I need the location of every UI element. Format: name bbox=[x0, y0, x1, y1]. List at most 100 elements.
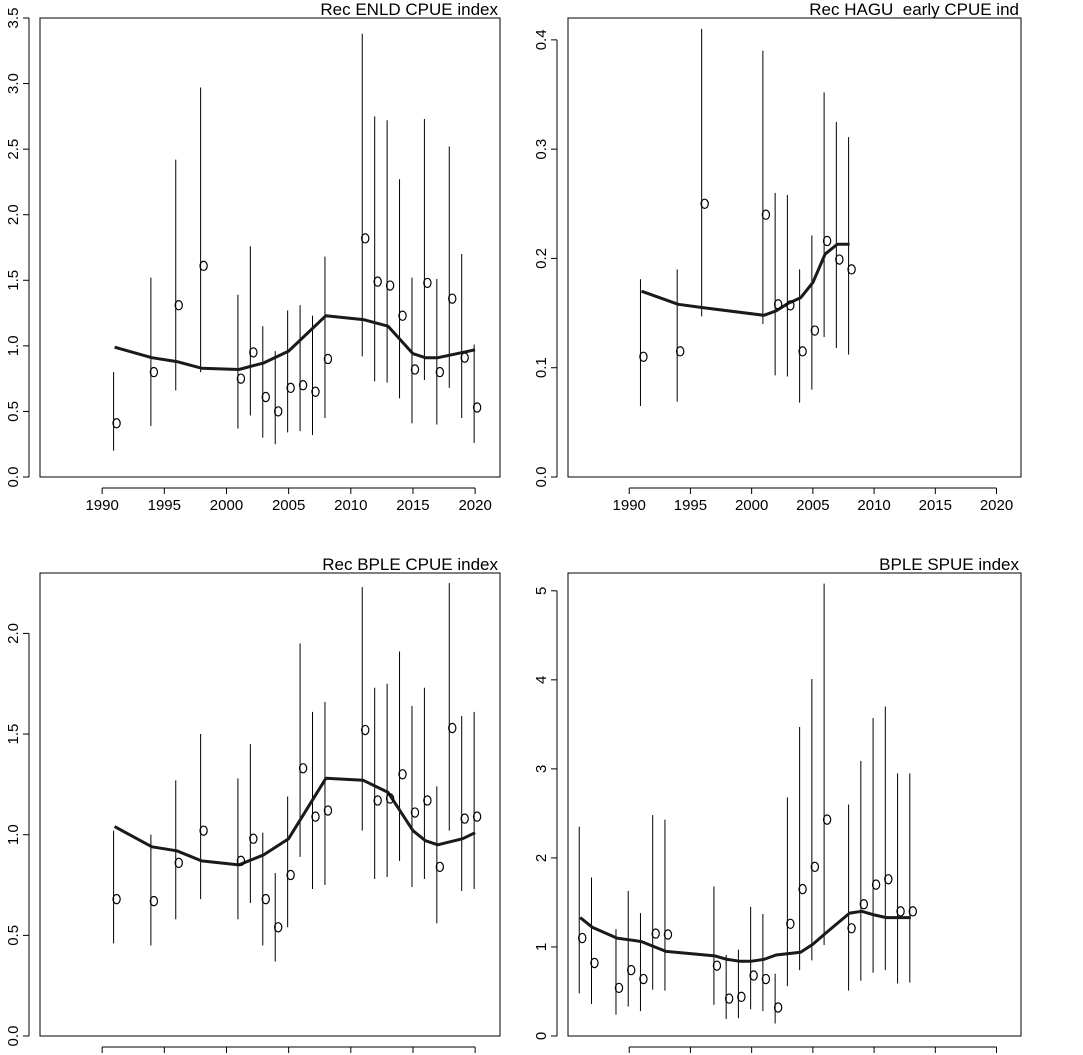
observed-point bbox=[786, 300, 795, 311]
observed-point bbox=[174, 857, 183, 869]
observed-point bbox=[298, 763, 308, 774]
y-tick-label: 0.3 bbox=[533, 139, 550, 160]
chart-panel-3: 19901995200020052010201520200.00.51.01.5… bbox=[5, 555, 501, 1053]
chart-panel-4: 1990199520002005201020152020012345BPLE S… bbox=[533, 555, 1022, 1053]
y-tick-label: 2.5 bbox=[5, 139, 22, 160]
observed-point bbox=[472, 402, 482, 413]
observed-point bbox=[373, 276, 382, 287]
fitted-line bbox=[113, 776, 476, 867]
observed-point bbox=[724, 993, 734, 1004]
y-tick-label: 0.1 bbox=[533, 357, 550, 378]
observed-point bbox=[448, 293, 457, 304]
observed-point bbox=[700, 198, 709, 209]
y-tick-label: 3.0 bbox=[5, 73, 22, 94]
observed-point bbox=[472, 811, 482, 822]
y-tick-label: 3 bbox=[533, 765, 550, 773]
observed-point bbox=[908, 906, 918, 917]
x-tick-label: 2010 bbox=[334, 497, 367, 514]
y-tick-label: 0.0 bbox=[5, 467, 22, 488]
x-tick-label: 2005 bbox=[272, 497, 305, 514]
observed-point bbox=[835, 254, 844, 265]
y-tick-label: 0.0 bbox=[533, 467, 550, 488]
chart-panel-2: 1990 1995 2000 2005 2010 2015 2020 0.0 0.1 0.2 0.3… bbox=[533, 0, 1022, 514]
observed-point bbox=[847, 264, 856, 275]
observed-point bbox=[435, 366, 445, 378]
y-tick-label: 0 bbox=[533, 1032, 550, 1040]
observed-point bbox=[798, 346, 807, 357]
x-tick-label: 2000 bbox=[735, 497, 768, 514]
y-tick-label: 0.4 bbox=[533, 29, 550, 50]
observed-point bbox=[112, 893, 121, 905]
observed-point bbox=[249, 347, 258, 358]
chart-title: Rec HAGU_early CPUE ind bbox=[809, 0, 1019, 19]
chart-panel-1: 1990 1995 2000 2005 2010 2015 2020 0.0 0.5 1.0 1.5… bbox=[5, 0, 501, 514]
y-tick-label: 0.5 bbox=[5, 401, 22, 422]
observed-point bbox=[149, 366, 159, 378]
observed-point bbox=[286, 382, 295, 394]
observed-point bbox=[323, 805, 333, 816]
plot-marks bbox=[578, 583, 918, 1024]
observed-point bbox=[896, 906, 905, 917]
observed-point bbox=[639, 351, 648, 362]
x-tick-label: 1995 bbox=[148, 497, 181, 514]
observed-point bbox=[639, 973, 648, 985]
observed-point bbox=[298, 380, 308, 391]
observed-point bbox=[385, 793, 395, 804]
y-tick-label: 1 bbox=[533, 943, 550, 951]
observed-point bbox=[786, 918, 795, 930]
observed-point bbox=[590, 957, 599, 969]
chart-title: Rec BPLE CPUE index bbox=[322, 555, 498, 574]
observed-point bbox=[663, 929, 673, 940]
observed-point bbox=[627, 964, 636, 976]
observed-point bbox=[871, 879, 881, 890]
plot-frame bbox=[567, 17, 1022, 478]
x-tick-label: 2020 bbox=[980, 497, 1013, 514]
fitted-line bbox=[114, 314, 476, 371]
observed-point bbox=[578, 932, 587, 944]
observed-point bbox=[361, 233, 370, 244]
observed-point bbox=[810, 861, 820, 873]
observed-point bbox=[712, 960, 722, 971]
y-tick-label: 3.5 bbox=[5, 8, 22, 29]
observed-point bbox=[199, 260, 208, 272]
plot-frame bbox=[39, 17, 501, 478]
observed-point bbox=[761, 209, 771, 220]
observed-point bbox=[884, 874, 893, 885]
y-tick-label: 0.5 bbox=[5, 925, 22, 946]
plot-frame bbox=[567, 572, 1022, 1037]
observed-point bbox=[460, 352, 469, 363]
observed-point bbox=[274, 406, 283, 417]
observed-point bbox=[261, 893, 270, 905]
observed-point bbox=[261, 391, 270, 403]
observed-point bbox=[249, 833, 258, 844]
x-tick-label: 2015 bbox=[396, 497, 429, 514]
observed-point bbox=[236, 373, 246, 384]
observed-point bbox=[859, 899, 869, 910]
observed-point bbox=[675, 346, 685, 357]
x-tick-label: 2000 bbox=[210, 497, 243, 514]
fitted-line bbox=[579, 909, 911, 963]
observed-point bbox=[460, 813, 469, 824]
observed-point bbox=[174, 300, 183, 311]
observed-point bbox=[423, 795, 432, 806]
observed-point bbox=[112, 418, 121, 429]
x-tick-label: 2015 bbox=[919, 497, 952, 514]
observed-point bbox=[373, 795, 382, 806]
observed-point bbox=[323, 353, 333, 365]
observed-point bbox=[311, 811, 320, 822]
observed-point bbox=[423, 277, 432, 289]
observed-point bbox=[398, 769, 407, 780]
observed-point bbox=[385, 280, 395, 291]
observed-point bbox=[410, 364, 420, 375]
x-tick-label: 2020 bbox=[458, 497, 491, 514]
observed-point bbox=[361, 724, 370, 736]
y-tick-label: 0.2 bbox=[533, 248, 550, 269]
x-tick-label: 1995 bbox=[674, 497, 707, 514]
plot-marks bbox=[112, 583, 482, 962]
observed-point bbox=[149, 895, 159, 907]
observed-point bbox=[822, 814, 832, 825]
observed-point bbox=[448, 722, 457, 734]
chart-title: Rec ENLD CPUE index bbox=[320, 0, 498, 19]
plot-frame bbox=[39, 572, 501, 1037]
observed-point bbox=[286, 869, 295, 881]
